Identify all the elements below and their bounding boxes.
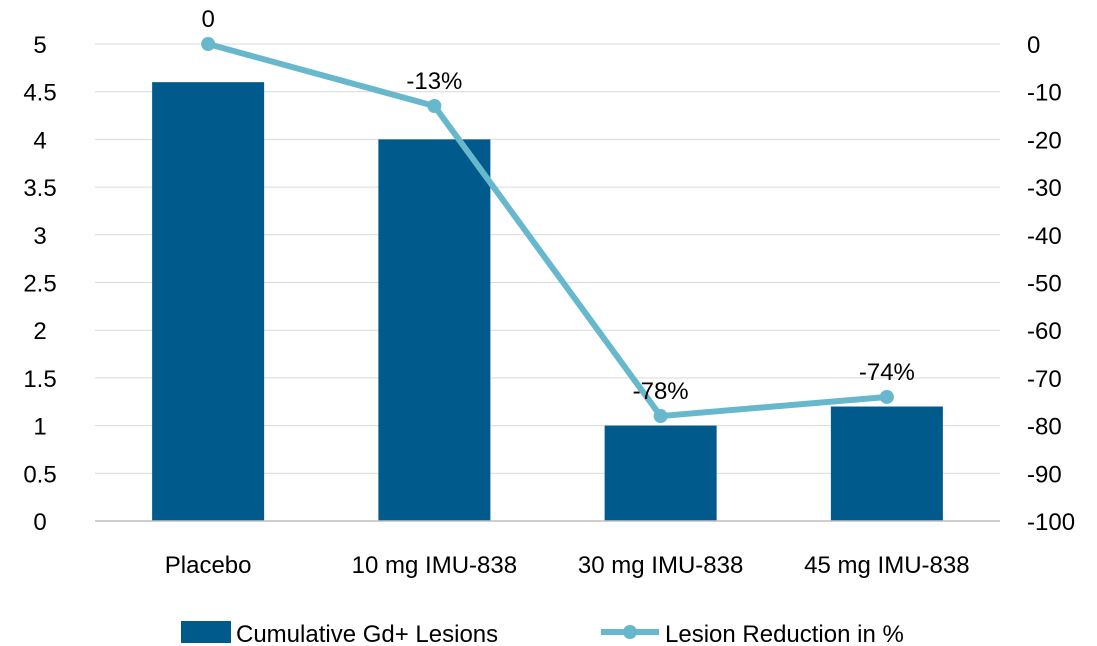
legend-line-marker: [623, 625, 637, 639]
line-point: [201, 37, 216, 51]
right-tick-label: -30: [1027, 175, 1062, 202]
legend-label-line: Lesion Reduction in %: [665, 621, 904, 646]
data-label: -13%: [406, 68, 462, 95]
left-axis-ticks: 0 0.5 1 1.5 2 2.5 3 3.5 4 4.5 5: [23, 32, 56, 536]
bar: [152, 82, 265, 521]
right-tick-label: -50: [1027, 271, 1062, 298]
legend-label-bars: Cumulative Gd+ Lesions: [236, 621, 498, 646]
left-tick-label: 4.5: [23, 80, 56, 107]
category-label: 45 mg IMU-838: [804, 552, 969, 579]
left-tick-label: 5: [33, 32, 46, 59]
category-labels: Placebo 10 mg IMU-838 30 mg IMU-838 45 mg I…: [165, 552, 970, 579]
category-label: Placebo: [165, 552, 252, 579]
legend: Cumulative Gd+ Lesions Lesion Reduction …: [181, 621, 904, 646]
left-tick-label: 3: [33, 223, 46, 250]
right-tick-label: -60: [1027, 318, 1062, 345]
legend-bar-swatch: [181, 621, 231, 643]
left-tick-label: 1: [33, 414, 46, 441]
line-series: [201, 37, 894, 424]
bar: [378, 139, 491, 521]
left-tick-label: 0.5: [23, 461, 56, 488]
right-tick-label: -10: [1027, 80, 1062, 107]
right-axis-ticks: 0 -10 -20 -30 -40 -50 -60 -70 -80 -90 -100: [1027, 32, 1075, 536]
bar-series: [152, 82, 943, 521]
data-label: 0: [201, 6, 214, 33]
left-tick-label: 2: [33, 318, 46, 345]
right-tick-label: -70: [1027, 366, 1062, 393]
category-label: 30 mg IMU-838: [578, 552, 743, 579]
line-point: [879, 389, 894, 404]
right-tick-label: 0: [1027, 32, 1040, 59]
bar: [830, 406, 943, 521]
series-line: [205, 41, 890, 420]
left-tick-label: 4: [33, 127, 46, 154]
line-point: [653, 409, 668, 424]
right-tick-label: -80: [1027, 414, 1062, 441]
right-tick-label: -40: [1027, 223, 1062, 250]
right-tick-label: -90: [1027, 461, 1062, 488]
left-tick-label: 0: [33, 509, 46, 536]
data-label: -78%: [633, 378, 689, 405]
line-point: [427, 99, 442, 114]
left-tick-label: 2.5: [23, 271, 56, 298]
category-label: 10 mg IMU-838: [352, 552, 517, 579]
data-labels: 0 -13% -78% -74%: [201, 6, 914, 405]
right-tick-label: -20: [1027, 127, 1062, 154]
left-tick-label: 1.5: [23, 366, 56, 393]
left-tick-label: 3.5: [23, 175, 56, 202]
data-label: -74%: [859, 359, 915, 386]
right-tick-label: -100: [1027, 509, 1075, 536]
bar: [604, 425, 717, 521]
